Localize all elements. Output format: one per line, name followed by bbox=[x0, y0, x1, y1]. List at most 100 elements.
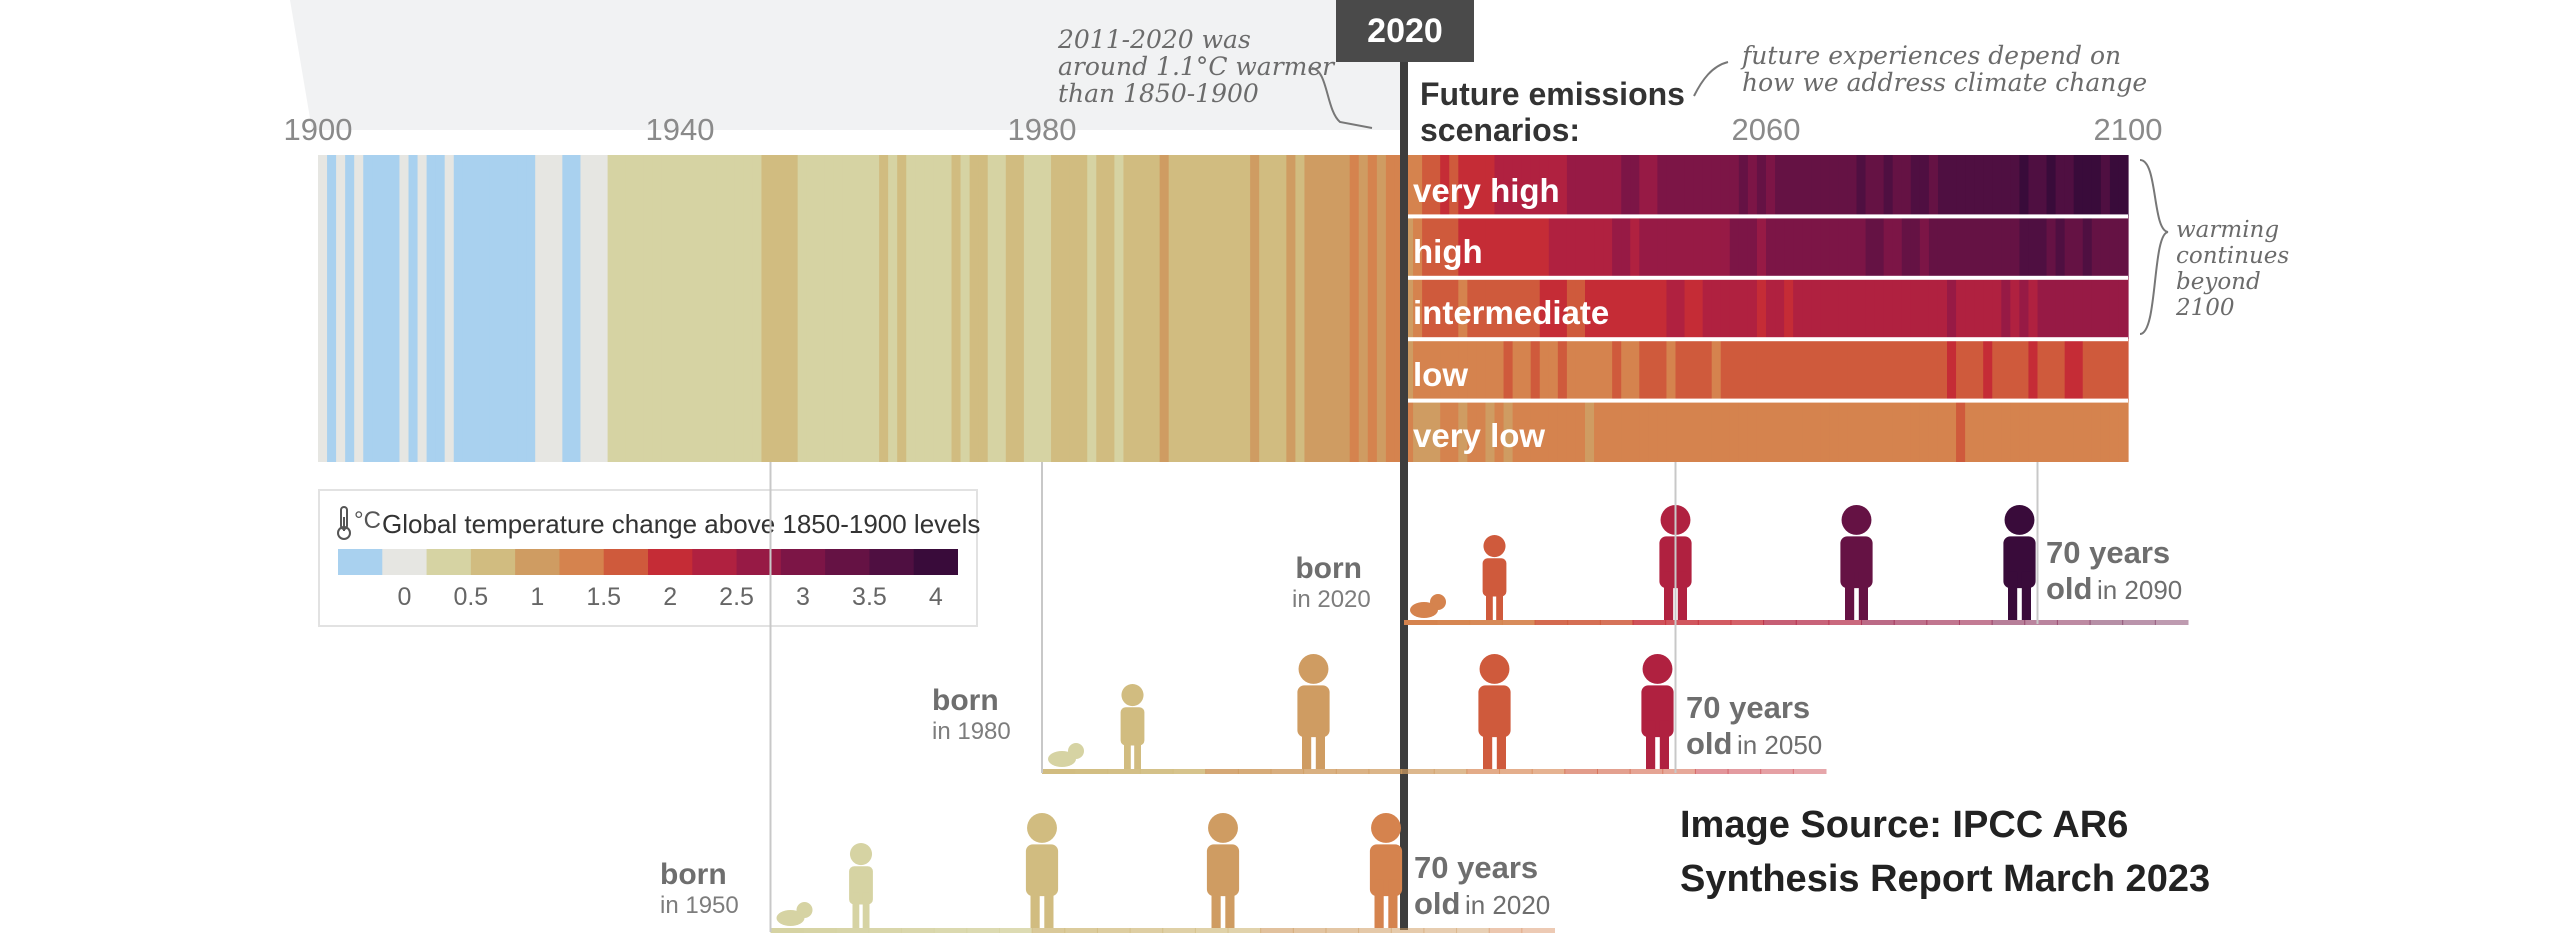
stripe-observed bbox=[842, 155, 853, 462]
stripe-very-low bbox=[1458, 400, 1468, 462]
stripe-high bbox=[1521, 216, 1532, 278]
stripe-intermediate bbox=[1530, 277, 1541, 340]
legend-tick-0.5: 0.5 bbox=[453, 583, 489, 611]
stripe-very-low bbox=[1431, 400, 1441, 462]
stripe-observed bbox=[1123, 155, 1134, 462]
stripe-high bbox=[1965, 216, 1975, 278]
age-label-2050: 70 years old in 2050 bbox=[1686, 690, 1823, 761]
stripe-intermediate bbox=[1603, 277, 1613, 340]
stripe-intermediate bbox=[1675, 277, 1686, 340]
stripe-observed bbox=[453, 155, 464, 462]
stripe-high bbox=[1847, 216, 1858, 278]
stripe-very-low bbox=[2064, 400, 2075, 462]
stripe-high bbox=[1557, 216, 1568, 278]
stripe-very-high bbox=[1657, 155, 1668, 217]
stripe-intermediate bbox=[2037, 277, 2048, 340]
stripe-very-low bbox=[1467, 400, 1477, 462]
stripe-intermediate bbox=[1928, 277, 1939, 340]
stripe-intermediate bbox=[1693, 277, 1704, 340]
legend-tick-3: 3 bbox=[796, 583, 810, 611]
stripe-high bbox=[1530, 216, 1541, 278]
stripe-observed bbox=[426, 155, 437, 462]
stripe-observed bbox=[707, 155, 717, 462]
stripe-very-low bbox=[1992, 400, 2002, 462]
stripe-high bbox=[1829, 216, 1839, 278]
stripe-low bbox=[1639, 339, 1649, 401]
stripe-intermediate bbox=[1992, 277, 2002, 340]
stripe-high bbox=[2073, 216, 2084, 278]
person-age-50 bbox=[1840, 505, 1873, 620]
stripe-low bbox=[1431, 339, 1441, 401]
axis-tick-1900: 1900 bbox=[283, 112, 353, 147]
legend-swatch bbox=[648, 549, 693, 575]
stripe-observed bbox=[1195, 155, 1206, 462]
stripe-observed bbox=[1322, 155, 1333, 462]
stripe-very-high bbox=[1431, 155, 1441, 217]
stripe-high bbox=[1892, 216, 1903, 278]
lifeline-segment bbox=[1534, 620, 1569, 625]
age-label-2020: 70 years old in 2020 bbox=[1414, 850, 1551, 921]
stripe-observed bbox=[1358, 155, 1369, 462]
stripe-very-low bbox=[1440, 400, 1450, 462]
stripe-very-low bbox=[1503, 400, 1514, 462]
stripe-observed bbox=[743, 155, 753, 462]
lifeline-segment bbox=[2056, 620, 2091, 625]
lifeline-segment bbox=[1596, 769, 1631, 774]
stripe-observed bbox=[1250, 155, 1260, 462]
lifeline-segment bbox=[1760, 769, 1794, 774]
lifeline-segment bbox=[1423, 928, 1458, 933]
stripe-intermediate bbox=[1440, 277, 1450, 340]
stripe-observed bbox=[906, 155, 916, 462]
stripe-intermediate bbox=[1974, 277, 1984, 340]
stripe-very-low bbox=[2028, 400, 2039, 462]
stripe-observed bbox=[652, 155, 663, 462]
stripe-observed bbox=[1268, 155, 1278, 462]
stripe-low bbox=[1476, 339, 1487, 401]
stripe-intermediate bbox=[1811, 277, 1821, 340]
stripe-very-high bbox=[1974, 155, 1984, 217]
stripe-high bbox=[1856, 216, 1867, 278]
stripe-low bbox=[1974, 339, 1984, 401]
stripe-intermediate bbox=[1648, 277, 1658, 340]
stripe-observed bbox=[1304, 155, 1315, 462]
stripe-very-low bbox=[1675, 400, 1686, 462]
stripe-very-high bbox=[2046, 155, 2057, 217]
stripe-high bbox=[2046, 216, 2057, 278]
stripe-very-low bbox=[1575, 400, 1586, 462]
stripe-very-low bbox=[1566, 400, 1577, 462]
stripe-observed bbox=[1096, 155, 1106, 462]
stripe-high bbox=[2091, 216, 2102, 278]
lifeline-segment bbox=[1564, 769, 1598, 774]
lifeline-segment bbox=[1194, 928, 1229, 933]
scenario-label-high: high bbox=[1413, 233, 1483, 270]
stripe-very-low bbox=[1919, 400, 1930, 462]
stripe-very-low bbox=[1820, 400, 1830, 462]
stripe-very-high bbox=[1666, 155, 1677, 217]
stripe-observed bbox=[1141, 155, 1152, 462]
stripe-low bbox=[1603, 339, 1613, 401]
lifeline-segment bbox=[1436, 620, 1471, 625]
stripe-very-low bbox=[1693, 400, 1704, 462]
lifeline-segment bbox=[1074, 769, 1109, 774]
lifeline-segment bbox=[1456, 928, 1490, 933]
stripe-intermediate bbox=[1621, 277, 1631, 340]
stripe-high bbox=[1720, 216, 1731, 278]
legend-swatch bbox=[780, 549, 826, 575]
legend-tick-2: 2 bbox=[663, 583, 678, 611]
stripe-observed bbox=[915, 155, 925, 462]
lifeline-segment bbox=[1162, 928, 1196, 933]
stripe-intermediate bbox=[2019, 277, 2030, 340]
stripe-very-low bbox=[1494, 400, 1505, 462]
lifeline-segment bbox=[1107, 769, 1141, 774]
stripe-very-low bbox=[1766, 400, 1776, 462]
lifeline-segment bbox=[1828, 620, 1863, 625]
stripe-intermediate bbox=[1575, 277, 1586, 340]
stripe-observed bbox=[806, 155, 817, 462]
stripe-high bbox=[1413, 216, 1423, 278]
stripe-observed bbox=[462, 155, 473, 462]
lifeline-segment bbox=[966, 928, 1001, 933]
stripe-observed bbox=[978, 155, 989, 462]
lifeline-segment bbox=[2089, 620, 2124, 625]
lifeline-segment bbox=[2122, 620, 2156, 625]
stripe-intermediate bbox=[2055, 277, 2066, 340]
